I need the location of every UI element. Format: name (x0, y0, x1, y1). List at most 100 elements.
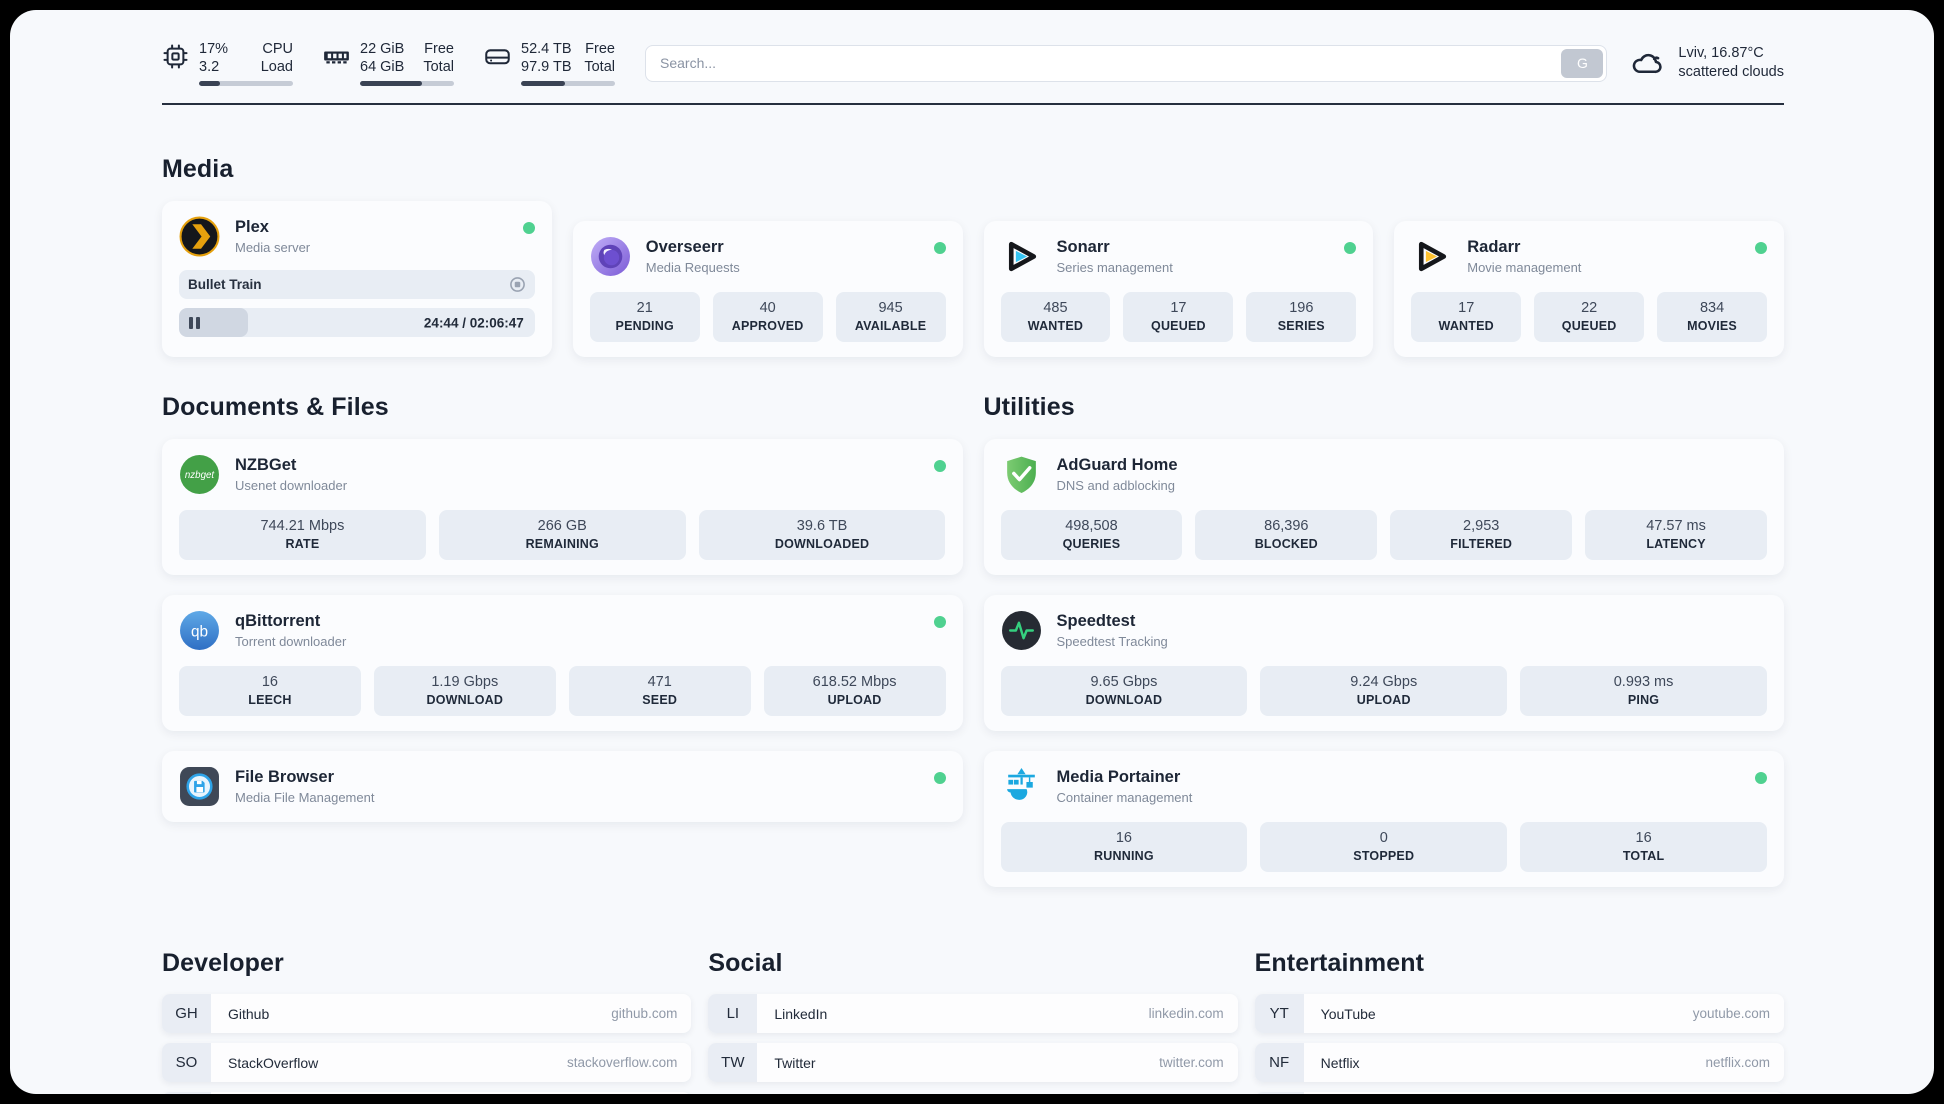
utilities-column: Utilities AdGuard Home DNS and adblockin… (983, 357, 1784, 888)
app-card-qbittorrent[interactable]: qb qBittorrent Torrent downloader 16 LEEC… (162, 595, 963, 732)
speedtest-logo-icon (1001, 611, 1041, 651)
stat-pill-upload: 618.52 Mbps UPLOAD (763, 666, 946, 717)
bookmark-row-linkedin[interactable]: LI LinkedIn linkedin.com (708, 994, 1238, 1034)
ram-values: 22 GiB 64 GiB (360, 41, 405, 76)
stat-pill-queries: 498,508 QUERIES (1000, 510, 1183, 561)
section-title-entertainment: Entertainment (1254, 949, 1425, 978)
bookmark-row-youtube[interactable]: YT YouTube youtube.com (1254, 994, 1784, 1034)
cpu-values: 17% 3.2 (199, 41, 229, 76)
ram-labels: Free Total (423, 41, 454, 76)
bookmark-group-developer: Developer GH Github github.com SO StackO… (162, 949, 692, 1094)
media-cards-row: Plex Media server Bullet Train (162, 201, 1784, 358)
overseerr-logo-icon (590, 237, 630, 277)
weather-widget[interactable]: Lviv, 16.87°C scattered clouds (1631, 44, 1784, 83)
svg-text:qb: qb (191, 624, 208, 641)
app-name: AdGuard Home (1056, 456, 1178, 475)
bookmark-row-stackoverflow[interactable]: SO StackOverflow stackoverflow.com (162, 1043, 692, 1083)
cloud-icon (1633, 54, 1663, 74)
playback-progress-bar: 24:44 / 02:06:47 (179, 308, 535, 338)
stat-pill-seed: 471 SEED (568, 666, 751, 717)
app-name: Overseerr (645, 238, 724, 257)
bookmark-abbr: SO (162, 1043, 211, 1083)
app-desc: DNS and adblocking (1056, 478, 1176, 494)
bookmark-url: stackoverflow.com (567, 1055, 678, 1071)
bookmark-abbr: LI (708, 994, 758, 1034)
bookmark-abbr: GH (162, 994, 211, 1034)
stat-pill-remaining: 266 GB REMAINING (438, 510, 686, 561)
svg-text:nzbget: nzbget (185, 470, 215, 481)
stat-pill-upload: 9.24 Gbps UPLOAD (1260, 666, 1508, 717)
app-card-filebrowser[interactable]: File Browser Media File Management (162, 751, 963, 823)
app-desc: Container management (1056, 790, 1193, 806)
now-playing-bar: Bullet Train (179, 270, 535, 300)
app-desc: Usenet downloader (235, 478, 348, 494)
stat-pill-stopped: 0 STOPPED (1260, 822, 1508, 873)
status-dot (933, 242, 946, 255)
bookmark-row-github[interactable]: GH Github github.com (162, 994, 692, 1034)
filebrowser-logo-icon (180, 767, 219, 807)
cpu-progress-bar (199, 81, 293, 87)
section-title-developer: Developer (162, 949, 284, 978)
bookmark-name: YouTube (1320, 1005, 1376, 1022)
ram-stat-widget: 22 GiB 64 GiB Free Total (323, 40, 454, 87)
portainer-logo-icon (1006, 768, 1035, 801)
cpu-stat-widget: 17% 3.2 CPU Load (162, 40, 293, 87)
app-desc: Media Requests (645, 260, 740, 276)
app-name: Speedtest (1056, 612, 1136, 631)
disk-progress-bar (521, 81, 615, 87)
stat-pill-movies: 834 MOVIES (1657, 292, 1768, 343)
status-dot (1755, 242, 1767, 255)
bookmark-row-dev[interactable]: DT DEV dev.to (162, 1092, 692, 1094)
adguard-logo-icon (1006, 456, 1036, 494)
playback-time: 24:44 / 02:06:47 (423, 315, 524, 331)
ram-icon (324, 51, 349, 64)
stat-pill-wanted: 17 WANTED (1411, 292, 1522, 343)
app-desc: Movie management (1467, 260, 1582, 276)
search-input[interactable] (649, 55, 1562, 72)
weather-location: Lviv, 16.87°C (1678, 44, 1764, 61)
bookmark-name: Twitter (774, 1054, 816, 1071)
app-card-sonarr[interactable]: Sonarr Series management 485 WANTED 17 QUE… (983, 221, 1374, 358)
stat-pill-wanted: 485 WANTED (1000, 292, 1111, 343)
app-card-nzbget[interactable]: nzbget NZBGet Usenet downloader 744.21 M… (162, 439, 963, 576)
header-divider (162, 103, 1784, 106)
section-title-social: Social (708, 949, 783, 978)
search-engine-button[interactable]: G (1561, 48, 1604, 78)
plex-logo-icon (179, 216, 220, 257)
bookmark-url: youtube.com (1692, 1006, 1770, 1022)
app-card-adguard[interactable]: AdGuard Home DNS and adblocking 498,508 Q… (983, 439, 1784, 576)
bookmark-url: netflix.com (1705, 1055, 1770, 1071)
app-card-speedtest[interactable]: Speedtest Speedtest Tracking 9.65 Gbps DO… (983, 595, 1784, 732)
stat-pill-pending: 21 PENDING (589, 292, 700, 343)
ram-progress-bar (360, 81, 454, 87)
sonarr-logo-icon (1008, 242, 1036, 272)
playback-progress-fill (179, 308, 249, 338)
stat-pill-blocked: 86,396 BLOCKED (1195, 510, 1378, 561)
app-card-plex[interactable]: Plex Media server Bullet Train (162, 201, 552, 358)
nzbget-logo-icon: nzbget (180, 455, 219, 495)
bookmark-row-netflix[interactable]: NF Netflix netflix.com (1254, 1043, 1784, 1083)
app-name: Radarr (1467, 238, 1521, 257)
stat-pill-filtered: 2,953 FILTERED (1390, 510, 1573, 561)
pause-button-icon[interactable] (189, 316, 200, 329)
stat-pill-series: 196 SERIES (1246, 292, 1357, 343)
bookmark-row-twitter[interactable]: TW Twitter twitter.com (708, 1043, 1238, 1083)
search-bar: G (645, 44, 1608, 82)
status-dot (522, 222, 535, 235)
system-stats: 17% 3.2 CPU Load 22 GiB 64 GiB Free Total (162, 40, 615, 87)
stop-button-icon[interactable] (509, 276, 526, 293)
bookmark-group-entertainment: Entertainment YT YouTube youtube.com NF … (1254, 949, 1784, 1094)
disk-values: 52.4 TB 97.9 TB (521, 41, 572, 76)
stat-pill-downloaded: 39.6 TB DOWNLOADED (698, 510, 946, 561)
dashboard-panel: 17% 3.2 CPU Load 22 GiB 64 GiB Free Total (10, 10, 1934, 1094)
bookmark-row-reddit[interactable]: RE Reddit reddit.com (1254, 1092, 1784, 1094)
cpu-labels: CPU Load (260, 41, 293, 76)
app-name: File Browser (235, 768, 335, 787)
app-desc: Speedtest Tracking (1056, 634, 1168, 650)
status-dot (933, 460, 946, 473)
app-card-radarr[interactable]: Radarr Movie management 17 WANTED 22 QUEUE… (1394, 221, 1784, 358)
stat-pill-leech: 16 LEECH (179, 666, 361, 717)
app-card-overseerr[interactable]: Overseerr Media Requests 21 PENDING 40 APP… (572, 221, 963, 358)
app-card-portainer[interactable]: Media Portainer Container management 16 R… (983, 751, 1784, 888)
stat-pill-download: 9.65 Gbps DOWNLOAD (1000, 666, 1248, 717)
